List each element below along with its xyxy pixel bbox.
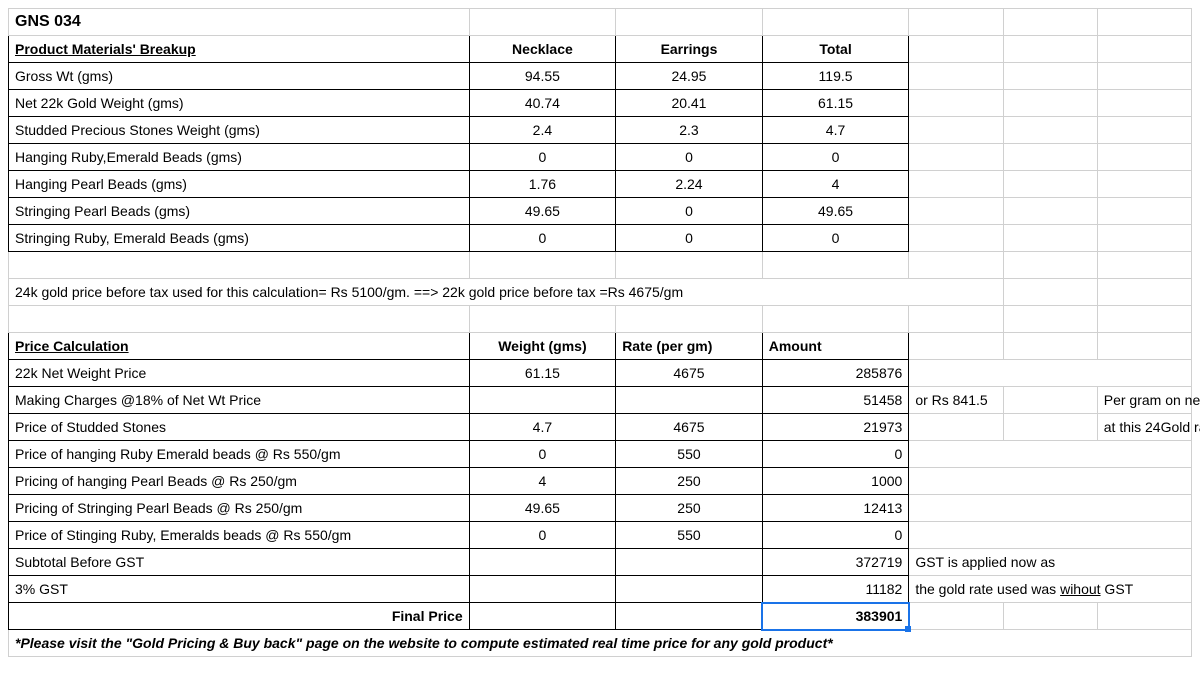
pricing-amount[interactable]: 0 — [762, 522, 909, 549]
pricing-amount[interactable]: 285876 — [762, 360, 909, 387]
pricing-weight[interactable]: 49.65 — [469, 495, 616, 522]
pricing-weight[interactable] — [469, 576, 616, 603]
pricing-row-label[interactable]: 22k Net Weight Price — [9, 360, 470, 387]
pricing-rate[interactable]: 4675 — [616, 360, 763, 387]
materials-row-label[interactable]: Hanging Ruby,Emerald Beads (gms) — [9, 144, 470, 171]
materials-cell[interactable]: 49.65 — [762, 198, 909, 225]
pricing-rate[interactable]: 250 — [616, 495, 763, 522]
pricing-note-2[interactable]: at this 24Gold rate — [1097, 414, 1191, 441]
materials-cell[interactable]: 94.55 — [469, 63, 616, 90]
col-rate[interactable]: Rate (per gm) — [616, 333, 763, 360]
materials-row-label[interactable]: Stringing Pearl Beads (gms) — [9, 198, 470, 225]
pricing-note-2[interactable]: Per gram on net weight — [1097, 387, 1191, 414]
materials-cell[interactable]: 2.3 — [616, 117, 763, 144]
col-necklace[interactable]: Necklace — [469, 36, 616, 63]
materials-cell[interactable]: 20.41 — [616, 90, 763, 117]
pricing-amount[interactable]: 21973 — [762, 414, 909, 441]
pricing-rate[interactable]: 250 — [616, 468, 763, 495]
pricing-row-label[interactable]: Subtotal Before GST — [9, 549, 470, 576]
pricing-row-label[interactable]: 3% GST — [9, 576, 470, 603]
pricing-rate[interactable] — [616, 549, 763, 576]
materials-row-label[interactable]: Studded Precious Stones Weight (gms) — [9, 117, 470, 144]
col-amount[interactable]: Amount — [762, 333, 909, 360]
pricing-weight[interactable] — [469, 549, 616, 576]
pricing-rate[interactable] — [616, 387, 763, 414]
pricing-amount[interactable]: 51458 — [762, 387, 909, 414]
footer-note[interactable]: *Please visit the "Gold Pricing & Buy ba… — [9, 630, 1192, 657]
materials-cell[interactable]: 24.95 — [616, 63, 763, 90]
pricing-row-label[interactable]: Price of hanging Ruby Emerald beads @ Rs… — [9, 441, 470, 468]
materials-cell[interactable]: 40.74 — [469, 90, 616, 117]
pricing-note[interactable] — [909, 468, 1192, 495]
pricing-weight[interactable]: 61.15 — [469, 360, 616, 387]
pricing-row-label[interactable]: Price of Stinging Ruby, Emeralds beads @… — [9, 522, 470, 549]
pricing-row-label[interactable]: Pricing of Stringing Pearl Beads @ Rs 25… — [9, 495, 470, 522]
materials-row-label[interactable]: Hanging Pearl Beads (gms) — [9, 171, 470, 198]
materials-row-label[interactable]: Net 22k Gold Weight (gms) — [9, 90, 470, 117]
pricing-weight[interactable]: 0 — [469, 441, 616, 468]
pricing-rate[interactable]: 550 — [616, 441, 763, 468]
gold-price-note[interactable]: 24k gold price before tax used for this … — [9, 279, 1004, 306]
pricing-amount[interactable]: 372719 — [762, 549, 909, 576]
materials-row-label[interactable]: Stringing Ruby, Emerald Beads (gms) — [9, 225, 470, 252]
pricing-amount[interactable]: 11182 — [762, 576, 909, 603]
pricing-note[interactable] — [909, 414, 1003, 441]
final-price-amount[interactable]: 383901 — [762, 603, 909, 630]
pricing-amount[interactable]: 12413 — [762, 495, 909, 522]
col-earrings[interactable]: Earrings — [616, 36, 763, 63]
pricing-row-label[interactable]: Pricing of hanging Pearl Beads @ Rs 250/… — [9, 468, 470, 495]
pricing-weight[interactable]: 0 — [469, 522, 616, 549]
pricing-note[interactable] — [909, 441, 1192, 468]
pricing-row-label[interactable]: Price of Studded Stones — [9, 414, 470, 441]
pricing-note[interactable]: or Rs 841.5 — [909, 387, 1003, 414]
pricing-weight[interactable]: 4.7 — [469, 414, 616, 441]
materials-cell[interactable]: 61.15 — [762, 90, 909, 117]
pricing-weight[interactable] — [469, 387, 616, 414]
materials-cell[interactable]: 0 — [616, 225, 763, 252]
materials-header[interactable]: Product Materials' Breakup — [9, 36, 470, 63]
pricing-weight[interactable]: 4 — [469, 468, 616, 495]
pricing-note[interactable] — [909, 522, 1192, 549]
pricing-note[interactable]: GST is applied now as — [909, 549, 1192, 576]
materials-cell[interactable]: 2.24 — [616, 171, 763, 198]
materials-cell[interactable]: 2.4 — [469, 117, 616, 144]
pricing-rate[interactable]: 4675 — [616, 414, 763, 441]
spreadsheet-grid[interactable]: GNS 034Product Materials' BreakupNecklac… — [8, 8, 1192, 657]
materials-cell[interactable]: 49.65 — [469, 198, 616, 225]
col-total[interactable]: Total — [762, 36, 909, 63]
pricing-note[interactable] — [909, 360, 1192, 387]
pricing-note[interactable]: the gold rate used was wihout GST — [909, 576, 1192, 603]
product-code[interactable]: GNS 034 — [9, 9, 470, 36]
materials-cell[interactable]: 1.76 — [469, 171, 616, 198]
final-price-label[interactable]: Final Price — [9, 603, 470, 630]
col-weight[interactable]: Weight (gms) — [469, 333, 616, 360]
materials-cell[interactable]: 0 — [469, 225, 616, 252]
pricing-amount[interactable]: 0 — [762, 441, 909, 468]
pricing-rate[interactable] — [616, 576, 763, 603]
pricing-note[interactable] — [909, 495, 1192, 522]
pricing-rate[interactable]: 550 — [616, 522, 763, 549]
materials-row-label[interactable]: Gross Wt (gms) — [9, 63, 470, 90]
pricing-amount[interactable]: 1000 — [762, 468, 909, 495]
materials-cell[interactable]: 4 — [762, 171, 909, 198]
materials-cell[interactable]: 119.5 — [762, 63, 909, 90]
materials-cell[interactable]: 4.7 — [762, 117, 909, 144]
pricing-header[interactable]: Price Calculation — [9, 333, 470, 360]
materials-cell[interactable]: 0 — [762, 225, 909, 252]
materials-cell[interactable]: 0 — [616, 198, 763, 225]
materials-cell[interactable]: 0 — [616, 144, 763, 171]
pricing-row-label[interactable]: Making Charges @18% of Net Wt Price — [9, 387, 470, 414]
materials-cell[interactable]: 0 — [469, 144, 616, 171]
materials-cell[interactable]: 0 — [762, 144, 909, 171]
